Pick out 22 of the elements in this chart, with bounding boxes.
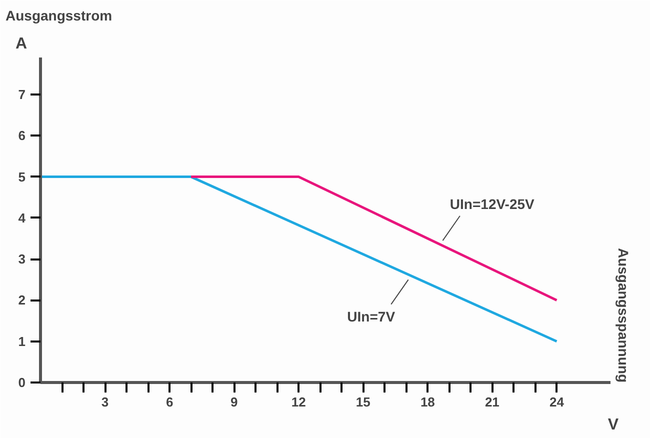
x-tick-label: 15 bbox=[356, 394, 370, 410]
y-tick-label: 7 bbox=[18, 87, 26, 102]
text: UIn=7V bbox=[347, 308, 396, 324]
x-tick-label: 21 bbox=[484, 394, 500, 410]
y-tick-label: 0 bbox=[18, 375, 26, 390]
x-tick-label: 3 bbox=[101, 394, 109, 410]
text: UIn=12V-25V bbox=[450, 196, 536, 212]
y-tick-label: 4 bbox=[18, 210, 26, 226]
y-tick-label: 1 bbox=[18, 334, 26, 349]
text: A bbox=[16, 36, 28, 52]
x-tick-label: 24 bbox=[549, 394, 565, 410]
y-tick-label: 2 bbox=[18, 292, 26, 308]
y-axis-title: Ausgangsstrom bbox=[6, 8, 112, 24]
x-tick-label: 12 bbox=[291, 394, 306, 410]
x-tick-label: 6 bbox=[166, 394, 174, 410]
x-tick-label: 9 bbox=[230, 394, 238, 410]
x-tick-label: 18 bbox=[420, 394, 435, 410]
y-tick-label: 6 bbox=[18, 128, 26, 144]
text: Ausgangsspannung bbox=[616, 248, 632, 383]
y-tick-label: 3 bbox=[18, 252, 26, 267]
text: V bbox=[608, 416, 619, 434]
y-tick-label: 5 bbox=[18, 169, 26, 184]
